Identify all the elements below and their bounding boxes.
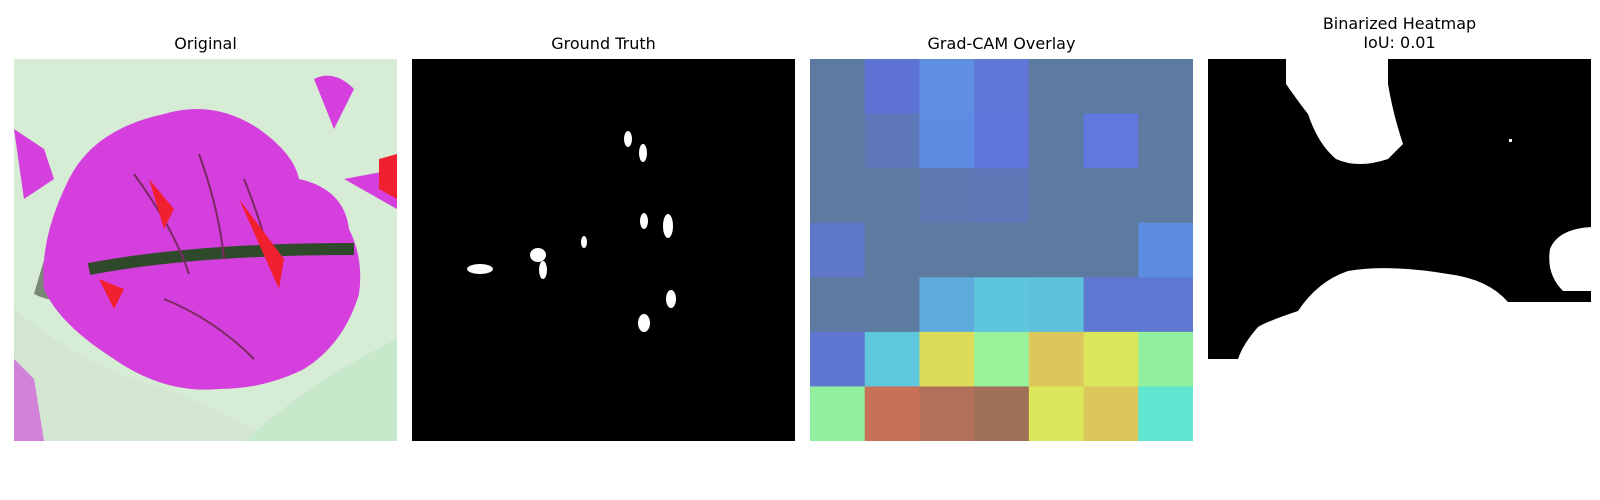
gradcam-cell [974, 114, 1029, 169]
gradcam-cell [810, 168, 865, 223]
gradcam-cell [865, 386, 920, 441]
binarized-title-line1: Binarized Heatmap [1208, 14, 1591, 33]
gradcam-cell [919, 114, 974, 169]
gradcam-cell [1084, 168, 1139, 223]
gradcam-cell [1029, 168, 1084, 223]
gradcam-grid [810, 59, 1193, 441]
gradcam-cell [1029, 277, 1084, 332]
gradcam-cell [1138, 59, 1193, 114]
original-title: Original [14, 34, 397, 53]
gradcam-cell [919, 59, 974, 114]
gradcam-cell [1138, 277, 1193, 332]
gradcam-cell [810, 114, 865, 169]
gradcam-cell [919, 386, 974, 441]
gradcam-title: Grad-CAM Overlay [810, 34, 1193, 53]
gradcam-cell [919, 168, 974, 223]
binarized-mask [1208, 59, 1591, 441]
gradcam-cell [810, 332, 865, 387]
ground-truth-mask [412, 59, 795, 441]
gradcam-overlay [810, 59, 1193, 441]
ground-truth-title: Ground Truth [412, 34, 795, 53]
gradcam-cell [1138, 386, 1193, 441]
gradcam-cell [865, 332, 920, 387]
gradcam-cell [1084, 114, 1139, 169]
binarized-title: Binarized Heatmap IoU: 0.01 [1208, 14, 1591, 52]
gradcam-cell [974, 223, 1029, 278]
original-leaf-photo [14, 59, 397, 441]
binarized-iou-label: IoU: 0.01 [1208, 33, 1591, 52]
gradcam-cell [1138, 168, 1193, 223]
gradcam-cell [1138, 223, 1193, 278]
gradcam-cell [810, 223, 865, 278]
gradcam-cell [1138, 332, 1193, 387]
gradcam-cell [865, 168, 920, 223]
gradcam-cell [865, 59, 920, 114]
gradcam-cell [919, 223, 974, 278]
gradcam-cell [1084, 332, 1139, 387]
gradcam-cell [1084, 223, 1139, 278]
gradcam-cell [1029, 114, 1084, 169]
gradcam-cell [1138, 114, 1193, 169]
gradcam-cell [974, 386, 1029, 441]
gradcam-cell [865, 277, 920, 332]
gradcam-cell [974, 59, 1029, 114]
gradcam-cell [865, 114, 920, 169]
binarized-heatmap [1208, 59, 1591, 441]
gradcam-cell [810, 277, 865, 332]
gradcam-cell [810, 59, 865, 114]
gradcam-cell [865, 223, 920, 278]
gradcam-cell [810, 386, 865, 441]
ground-truth-canvas [412, 59, 795, 441]
gradcam-cell [1029, 223, 1084, 278]
gradcam-cell [1084, 59, 1139, 114]
gradcam-cell [1084, 386, 1139, 441]
original-image [14, 59, 397, 441]
gradcam-cell [919, 277, 974, 332]
gradcam-cell [1084, 277, 1139, 332]
gradcam-cell [974, 277, 1029, 332]
gradcam-cell [974, 168, 1029, 223]
gradcam-cell [1029, 332, 1084, 387]
gradcam-cell [1029, 59, 1084, 114]
gradcam-cell [1029, 386, 1084, 441]
gradcam-cell [974, 332, 1029, 387]
gradcam-cell [919, 332, 974, 387]
